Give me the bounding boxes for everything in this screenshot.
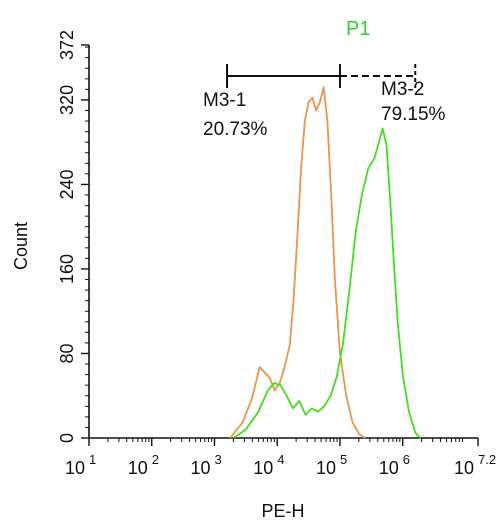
x-tick-exponent: 3: [215, 452, 222, 467]
x-tick-base: 10: [253, 458, 273, 478]
x-tick-exponent: 5: [340, 452, 347, 467]
histogram-series-2: [232, 127, 421, 439]
chart-title: P1: [346, 18, 370, 40]
x-tick-label: 10 4: [253, 452, 284, 478]
y-tick-label: 372: [57, 30, 77, 60]
x-tick-label: 10 6: [379, 452, 410, 478]
y-axis-title: Count: [11, 222, 31, 270]
gate-m3-1-name: M3-1: [203, 90, 246, 111]
series-layer: [229, 86, 421, 439]
y-tick-label: 320: [57, 85, 77, 115]
x-tick-base: 10: [379, 458, 399, 478]
x-tick-exponent: 1: [89, 452, 96, 467]
x-tick-base: 10: [128, 458, 148, 478]
gate-m3-1-percent: 20.73%: [203, 119, 268, 140]
x-tick-base: 10: [65, 458, 85, 478]
x-tick-exponent: 2: [152, 452, 159, 467]
x-axis-title: PE-H: [261, 501, 304, 521]
x-tick-exponent: 7.2: [478, 452, 496, 467]
x-tick-label: 10 5: [316, 452, 347, 478]
y-tick-label: 240: [57, 169, 77, 199]
gate-m3-2-name: M3-2: [381, 79, 424, 100]
gate-m3-2-percent: 79.15%: [381, 104, 446, 125]
y-tick-label: 160: [57, 254, 77, 284]
x-tick-label: 10 2: [128, 452, 159, 478]
histogram-series-1: [229, 86, 366, 439]
x-tick-label: 10 7.2: [454, 452, 496, 478]
x-tick-base: 10: [316, 458, 336, 478]
y-tick-label: 0: [57, 433, 77, 443]
x-tick-base: 10: [454, 458, 474, 478]
x-tick-exponent: 6: [403, 452, 410, 467]
x-tick-exponent: 4: [277, 452, 284, 467]
x-tick-base: 10: [190, 458, 210, 478]
x-tick-label: 10 3: [190, 452, 221, 478]
x-tick-label: 10 1: [65, 452, 96, 478]
gates-layer: M3-1 20.73% M3-2 79.15%: [203, 64, 446, 140]
y-tick-label: 80: [57, 343, 77, 363]
